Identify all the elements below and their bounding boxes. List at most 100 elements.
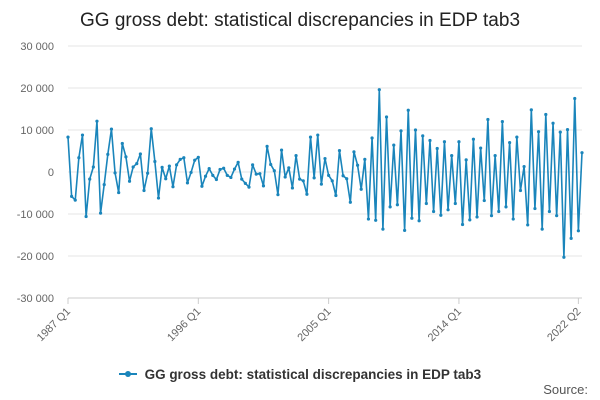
data-point[interactable] [377, 88, 381, 92]
data-point[interactable] [251, 163, 255, 167]
data-point[interactable] [551, 121, 555, 125]
data-point[interactable] [70, 194, 74, 198]
data-point[interactable] [406, 108, 410, 112]
data-point[interactable] [424, 201, 428, 206]
data-point[interactable] [185, 181, 190, 185]
data-point[interactable] [283, 175, 287, 179]
data-point[interactable] [261, 184, 266, 188]
data-point[interactable] [203, 174, 208, 178]
data-point[interactable] [555, 214, 559, 218]
data-point[interactable] [381, 227, 385, 231]
data-point[interactable] [421, 134, 425, 138]
data-point[interactable] [547, 209, 552, 214]
data-point[interactable] [558, 130, 562, 134]
data-point[interactable] [417, 219, 421, 223]
data-point[interactable] [298, 177, 302, 181]
data-point[interactable] [135, 162, 139, 166]
data-point[interactable] [446, 208, 450, 212]
data-point[interactable] [384, 115, 389, 119]
data-point[interactable] [312, 176, 316, 180]
data-point[interactable] [511, 217, 515, 221]
data-point[interactable] [529, 108, 533, 112]
data-point[interactable] [337, 148, 342, 153]
data-point[interactable] [294, 154, 298, 158]
data-point[interactable] [370, 136, 374, 140]
data-point[interactable] [450, 154, 454, 158]
data-point[interactable] [330, 179, 334, 183]
data-point[interactable] [341, 174, 345, 178]
data-point[interactable] [153, 159, 157, 164]
data-point[interactable] [91, 165, 95, 169]
data-point[interactable] [189, 170, 193, 175]
data-point[interactable] [276, 193, 280, 197]
data-point[interactable] [508, 141, 512, 145]
data-point[interactable] [222, 166, 226, 170]
data-point[interactable] [156, 196, 161, 200]
data-point[interactable] [211, 173, 215, 177]
data-point[interactable] [334, 193, 338, 198]
data-point[interactable] [127, 179, 132, 183]
data-point[interactable] [171, 185, 175, 189]
data-point[interactable] [471, 137, 476, 141]
data-point[interactable] [308, 135, 313, 139]
data-point[interactable] [258, 172, 262, 176]
data-point[interactable] [146, 171, 150, 175]
data-point[interactable] [142, 188, 146, 193]
data-point[interactable] [113, 171, 117, 175]
data-point[interactable] [392, 143, 396, 147]
data-point[interactable] [196, 155, 200, 159]
data-point[interactable] [431, 209, 436, 214]
data-point[interactable] [279, 148, 284, 152]
data-point[interactable] [131, 165, 135, 169]
data-point[interactable] [120, 141, 124, 146]
data-point[interactable] [453, 201, 457, 206]
data-point[interactable] [98, 211, 103, 215]
data-point[interactable] [468, 218, 472, 222]
data-point[interactable] [475, 215, 479, 219]
data-point[interactable] [565, 127, 570, 132]
data-point[interactable] [410, 216, 414, 220]
data-point[interactable] [149, 127, 153, 131]
data-point[interactable] [301, 179, 305, 183]
data-point[interactable] [287, 166, 291, 170]
data-point[interactable] [460, 222, 465, 227]
data-point[interactable] [348, 200, 352, 204]
data-point[interactable] [464, 158, 468, 162]
data-point[interactable] [489, 214, 494, 218]
data-point[interactable] [526, 223, 530, 227]
data-point[interactable] [124, 155, 128, 159]
data-point[interactable] [174, 163, 179, 167]
data-point[interactable] [207, 167, 211, 171]
data-point[interactable] [439, 213, 443, 217]
data-point[interactable] [218, 167, 222, 172]
data-point[interactable] [225, 173, 229, 177]
data-point[interactable] [533, 206, 537, 211]
data-point[interactable] [562, 255, 566, 259]
data-point[interactable] [515, 135, 519, 139]
data-point[interactable] [290, 186, 295, 190]
data-point[interactable] [247, 185, 251, 189]
data-point[interactable] [117, 190, 121, 195]
data-point[interactable] [319, 182, 323, 186]
data-point[interactable] [236, 160, 240, 164]
data-point[interactable] [77, 156, 81, 160]
data-point[interactable] [254, 172, 258, 176]
data-point[interactable] [160, 165, 164, 169]
data-point[interactable] [229, 175, 233, 180]
data-point[interactable] [497, 209, 501, 214]
data-point[interactable] [493, 154, 497, 158]
data-point[interactable] [479, 146, 483, 150]
data-point[interactable] [544, 112, 548, 117]
data-point[interactable] [80, 133, 85, 137]
data-point[interactable] [399, 129, 403, 133]
data-point[interactable] [457, 140, 461, 144]
data-point[interactable] [522, 164, 526, 169]
legend[interactable]: GG gross debt: statistical discrepancies… [0, 366, 600, 382]
data-point[interactable] [106, 152, 110, 156]
data-point[interactable] [232, 167, 237, 171]
data-point[interactable] [500, 120, 504, 124]
data-point[interactable] [580, 151, 584, 155]
data-point[interactable] [573, 96, 577, 101]
data-point[interactable] [428, 138, 432, 143]
data-point[interactable] [138, 152, 142, 156]
